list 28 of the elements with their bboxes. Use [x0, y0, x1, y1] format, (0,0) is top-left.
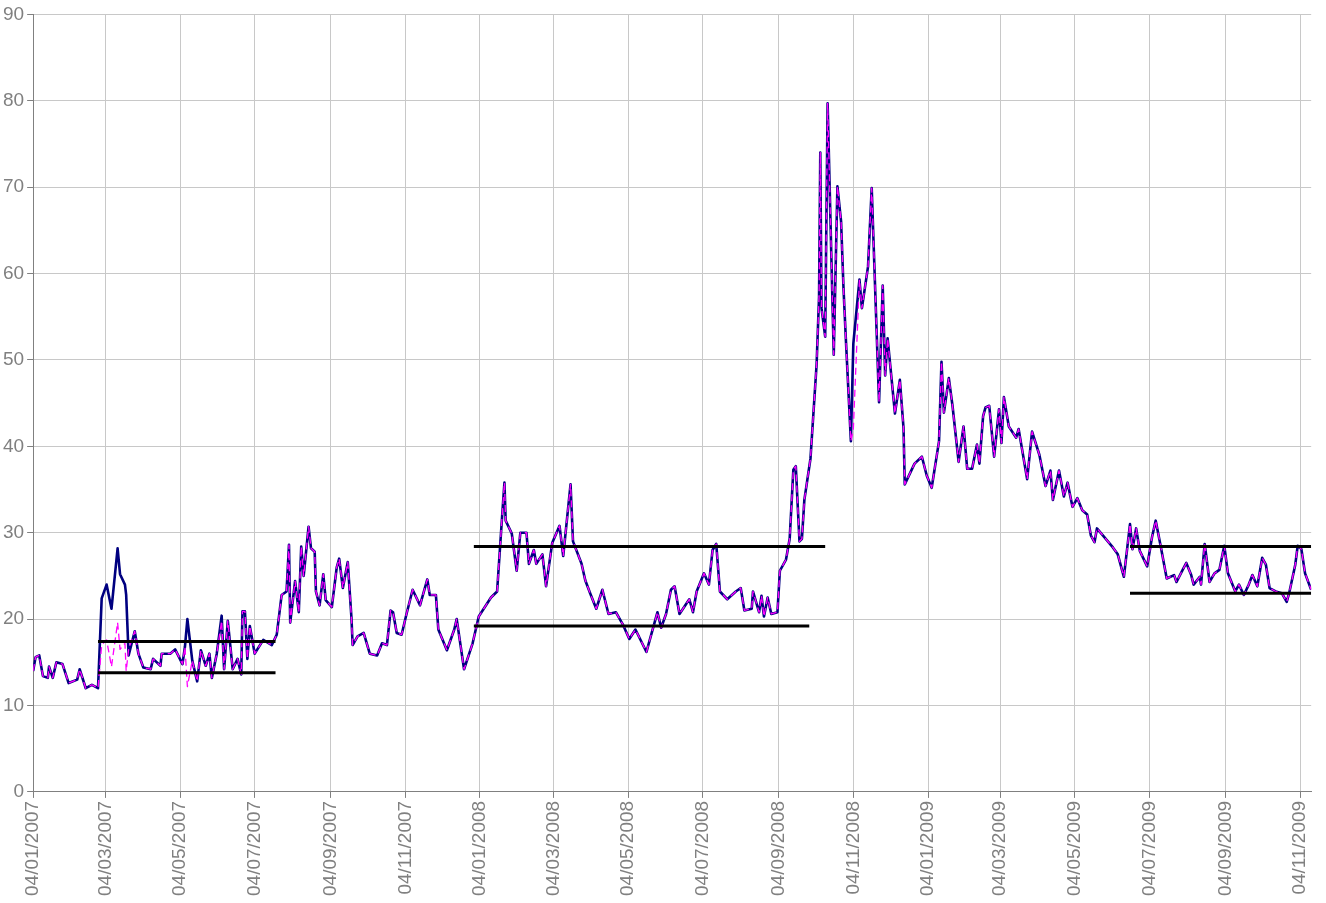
- x-tick-label: 04/03/2009: [988, 800, 1010, 896]
- x-tick-label: 04/01/2007: [21, 800, 43, 896]
- x-tick-label: 04/05/2008: [616, 800, 638, 896]
- x-tick-label: 04/01/2009: [916, 800, 938, 896]
- x-tick-label: 04/07/2007: [242, 800, 264, 896]
- x-tick-label: 04/09/2007: [318, 800, 340, 896]
- y-tick-label: 20: [2, 607, 25, 629]
- x-tick-label: 04/07/2009: [1137, 800, 1159, 896]
- x-tick-label: 04/11/2008: [841, 800, 863, 895]
- x-tick-label: 04/05/2007: [168, 800, 190, 896]
- x-tick-label: 04/11/2007: [393, 800, 415, 895]
- y-tick-label: 30: [2, 520, 25, 542]
- x-tick-label: 04/09/2008: [766, 800, 788, 896]
- y-tick-label: 40: [2, 434, 25, 456]
- y-tick-label: 70: [2, 175, 25, 197]
- x-tick-label: 04/11/2009: [1288, 800, 1310, 895]
- y-tick-label: 60: [2, 261, 25, 283]
- x-tick-label: 04/03/2008: [541, 800, 563, 896]
- y-tick-label: 80: [2, 89, 25, 111]
- y-tick-label: 90: [2, 2, 25, 24]
- y-tick-label: 50: [2, 348, 25, 370]
- y-tick-label: 0: [13, 780, 25, 802]
- x-tick-label: 04/01/2008: [468, 800, 490, 896]
- x-tick-label: 04/09/2009: [1213, 800, 1235, 896]
- y-tick-label: 10: [2, 693, 25, 715]
- x-tick-label: 04/03/2007: [93, 800, 115, 896]
- x-tick-label: 04/05/2009: [1063, 800, 1085, 896]
- x-tick-label: 04/07/2008: [691, 800, 712, 896]
